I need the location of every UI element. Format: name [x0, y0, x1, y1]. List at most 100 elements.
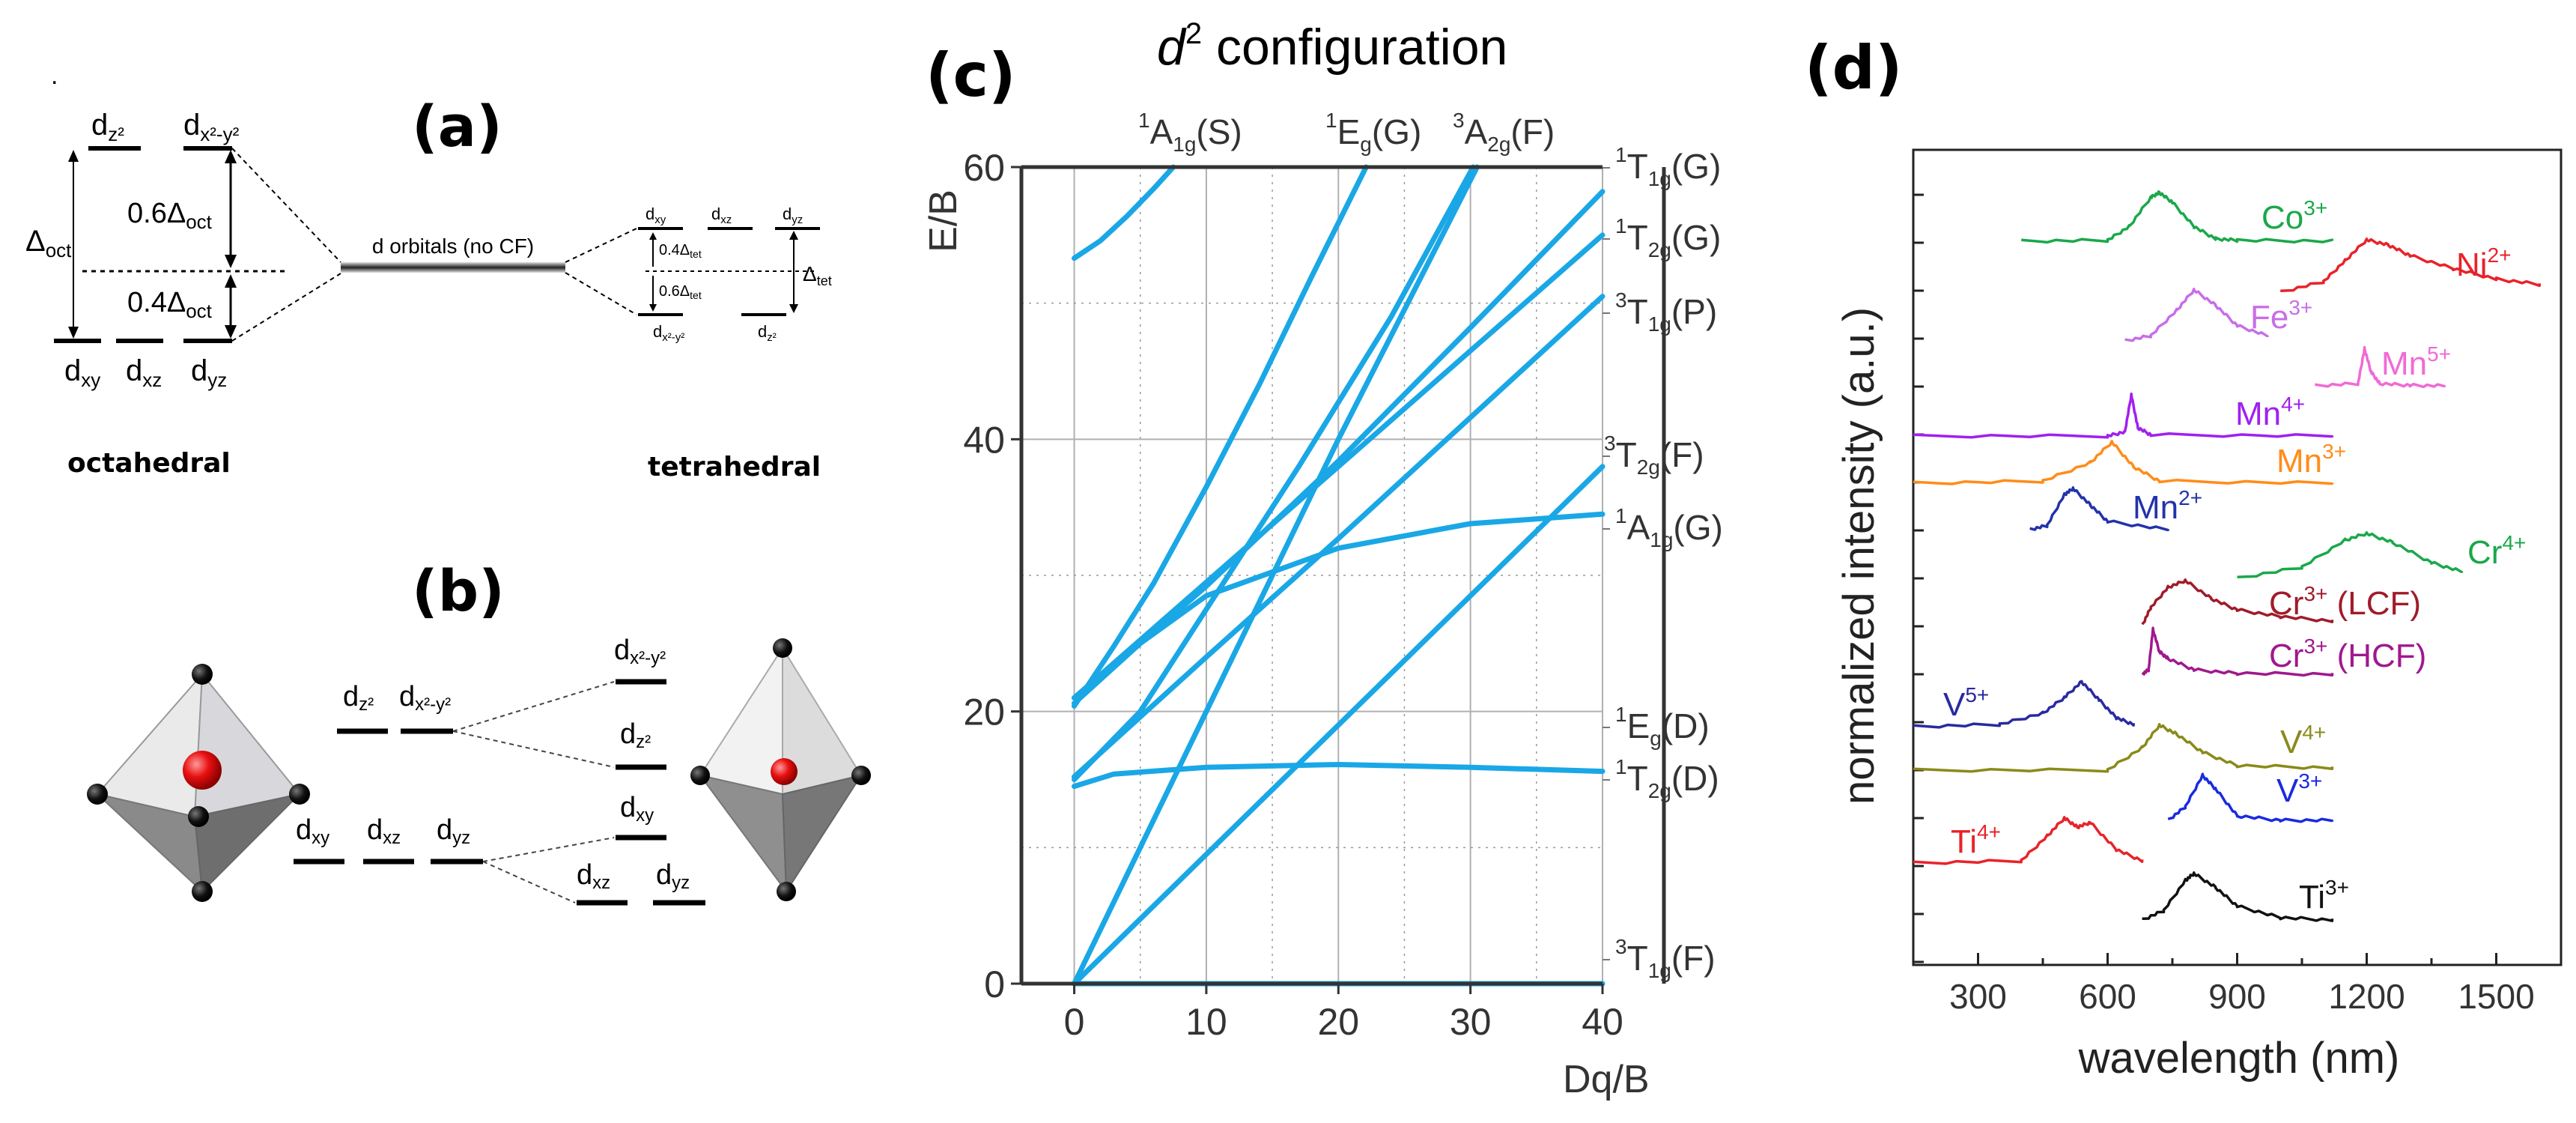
delta-tet-label: Δtet — [803, 262, 832, 288]
tetrahedral-label: tetrahedral — [648, 452, 821, 482]
term-symbol-labels: 1A1g(S) 1Eg(G) 3A2g(F) 1T1g(G) 1T2g(G) 3T1g(P… — [1138, 109, 1723, 982]
y-tick-label: 0 — [984, 963, 1005, 1005]
spectra-labels: Co3+ Ni2+ Fe3+ Mn5+ Mn4+ Mn3+ Mn2+ Cr4+ Cr3+ (LC… — [1943, 196, 2526, 915]
x-tick-label: 0 — [1064, 1001, 1085, 1043]
x-axis-label: Dq/B — [1563, 1058, 1650, 1101]
right-term-label: 1Eg(D) — [1615, 703, 1710, 750]
spectra-axes: 300 600 900 1200 1500 normalized intensity (a… — [1835, 148, 2563, 1083]
term-curve — [1072, 164, 1480, 987]
b-connector — [482, 861, 576, 903]
oct-face-left — [96, 672, 204, 818]
spectrum-line — [2029, 486, 2169, 532]
b-label-right-dx2y2: dx²-y² — [614, 635, 666, 668]
x-tick-label: 1500 — [2458, 977, 2534, 1016]
connector-oct-lower — [231, 273, 341, 342]
tet-06-label: 0.6Δtet — [659, 283, 702, 301]
spectrum-label: V4+ — [2280, 721, 2326, 760]
top-term-label: 1Eg(G) — [1325, 109, 1421, 156]
tet-06-arrowhead — [649, 304, 657, 312]
b-label-dx2y2: dx²-y² — [399, 681, 451, 715]
delta-tet-arrowhead-down — [789, 304, 798, 313]
term-curve — [1072, 294, 1606, 780]
spectrum-label: V3+ — [2276, 769, 2322, 809]
tet-ligand — [773, 638, 792, 658]
tet-label-dyz: dyz — [783, 205, 803, 226]
y-axis-label: E/B — [922, 190, 965, 252]
right-term-label: 1A1g(G) — [1615, 504, 1723, 551]
oct-metal-center — [183, 751, 222, 790]
b-label-right-dxy: dxy — [620, 792, 654, 826]
right-term-label: 1T2g(D) — [1615, 755, 1719, 802]
x-tick-label: 10 — [1185, 1001, 1227, 1043]
no-cf-level — [341, 262, 565, 273]
split-04-arrowhead-up — [225, 274, 237, 288]
spectrum-label: Cr3+ (HCF) — [2269, 635, 2426, 674]
spectrum-line — [2141, 626, 2334, 677]
x-axis-label: wavelength (nm) — [2078, 1034, 2400, 1083]
oct-face-right — [193, 672, 301, 818]
tanabe-sugano-grid — [1021, 166, 1603, 984]
connector-tet-upper — [565, 228, 637, 263]
tanabe-sugano-axes: 0 10 20 30 40 0 20 40 60E/B Dq/B — [922, 147, 1666, 1101]
tet-04-arrowhead — [649, 232, 657, 240]
spectrum-label: Cr3+ (LCF) — [2269, 582, 2421, 622]
tetrahedron-model — [690, 638, 871, 901]
spectrum-label: Ti4+ — [1951, 820, 2001, 860]
spectrum-line — [2021, 190, 2334, 244]
y-axis-label: normalized intensity (a.u.) — [1835, 307, 1883, 805]
panel-c: (c) d2 configuration 0 10 20 30 40 0 20 40 60E/B… — [922, 17, 1723, 1101]
spectrum-label: Cr4+ — [2467, 531, 2526, 571]
spectrum-line — [1913, 816, 2144, 865]
spectrum-line — [2315, 345, 2446, 389]
y-tick-label: 40 — [963, 419, 1005, 461]
right-term-label: 1T2g(G) — [1615, 214, 1721, 261]
spectrum-line — [1913, 723, 2334, 773]
panel-d: (d) 300 600 900 1200 1500 normalized intensit… — [1805, 33, 2563, 1083]
spectrum-line — [2237, 531, 2464, 578]
spectra-curves — [1913, 190, 2541, 922]
connector-oct-upper — [231, 148, 341, 263]
spectrum-label: Ni2+ — [2456, 243, 2512, 283]
tet-ligand — [851, 766, 871, 785]
right-term-label: 3T1g(P) — [1615, 288, 1717, 336]
spectrum-line — [2280, 237, 2541, 292]
delta-oct-arrowhead-up — [68, 150, 79, 162]
x-tick-label: 300 — [1949, 977, 2007, 1016]
x-tick-label: 40 — [1582, 1001, 1623, 1043]
oct-label-dz2: dz² — [91, 109, 124, 145]
x-tick-label: 1200 — [2328, 977, 2405, 1016]
tet-ligand — [777, 882, 796, 901]
connector-tet-lower — [565, 272, 637, 315]
spectrum-line — [2142, 871, 2334, 922]
term-curve — [1072, 232, 1606, 700]
panel-d-label: (d) — [1805, 33, 1902, 103]
top-term-label: 3A2g(F) — [1453, 109, 1555, 156]
tet-face-left — [699, 645, 783, 796]
tet-metal-center — [771, 758, 798, 785]
term-curve — [1072, 464, 1606, 987]
y-tick-label: 60 — [963, 147, 1005, 189]
spectrum-label: Co3+ — [2261, 196, 2327, 236]
term-curve — [1072, 164, 1176, 261]
oct-ligand — [192, 881, 213, 902]
spectrum-label: Mn4+ — [2235, 393, 2305, 432]
b-connector — [482, 837, 615, 862]
x-tick-label: 30 — [1450, 1001, 1492, 1043]
panel-b-label: (b) — [412, 557, 505, 624]
b-label-dxz: dxz — [367, 814, 401, 848]
top-term-label: 1A1g(S) — [1138, 109, 1242, 156]
spectrum-label: Mn3+ — [2276, 440, 2346, 479]
b-label-right-dz2: dz² — [620, 718, 651, 752]
delta-oct-label: Δoct — [25, 225, 72, 261]
tet-label-dxy: dxy — [645, 205, 666, 226]
decorative-dot: . — [51, 61, 58, 90]
x-tick-label: 900 — [2208, 977, 2266, 1016]
delta-tet-arrowhead-up — [789, 231, 798, 240]
no-cf-label: d orbitals (no CF) — [372, 234, 534, 258]
oct-face-bottom-right — [193, 793, 303, 894]
split-06-arrowhead-down — [225, 255, 237, 268]
term-curve — [1072, 189, 1606, 706]
b-connector — [452, 681, 615, 732]
spectrum-line — [1913, 393, 2334, 439]
right-term-label: 3T1g(F) — [1615, 935, 1716, 982]
